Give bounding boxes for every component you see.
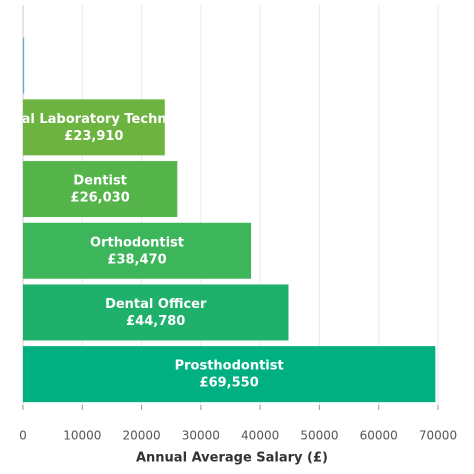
bar-label-group: Dentist £26,030 (71, 174, 130, 206)
bar (23, 346, 436, 403)
bar-value-label: £26,030 (71, 191, 130, 206)
bar-label-group: Dental Laboratory Technician £23,910 (0, 112, 201, 144)
x-tick-label: 50000 (300, 429, 338, 443)
bar-value-label: £44,780 (126, 314, 185, 329)
bar-category-label: Dental Laboratory Technician (0, 112, 201, 127)
x-tick-label: 40000 (241, 429, 279, 443)
bar (23, 161, 178, 218)
x-tick-label: 60000 (360, 429, 398, 443)
bar-value-label: £23,910 (64, 129, 123, 144)
bar-value-label: £38,470 (107, 252, 166, 267)
bar (23, 222, 252, 279)
x-tick-label: 70000 (419, 429, 457, 443)
bar (23, 99, 165, 156)
bar-label-group: Prosthodontist £69,550 (175, 359, 284, 391)
x-tick-label: 10000 (63, 429, 101, 443)
bar (23, 37, 25, 94)
bar-label-group: Orthodontist £38,470 (90, 235, 184, 267)
x-tick-label: 20000 (122, 429, 160, 443)
bar-category-label: Dentist (73, 174, 127, 189)
bar-category-label: Dental Officer (105, 297, 207, 312)
bar-value-label: £69,550 (200, 376, 259, 391)
bar-category-label: Prosthodontist (175, 359, 284, 374)
x-tick-label: 0 (19, 429, 27, 443)
bar-category-label: Orthodontist (90, 235, 184, 250)
x-axis-label: Annual Average Salary (£) (136, 451, 328, 466)
x-tick-label: 30000 (182, 429, 220, 443)
bar-label-group: Dental Officer £44,780 (105, 297, 207, 329)
bar (23, 284, 289, 341)
